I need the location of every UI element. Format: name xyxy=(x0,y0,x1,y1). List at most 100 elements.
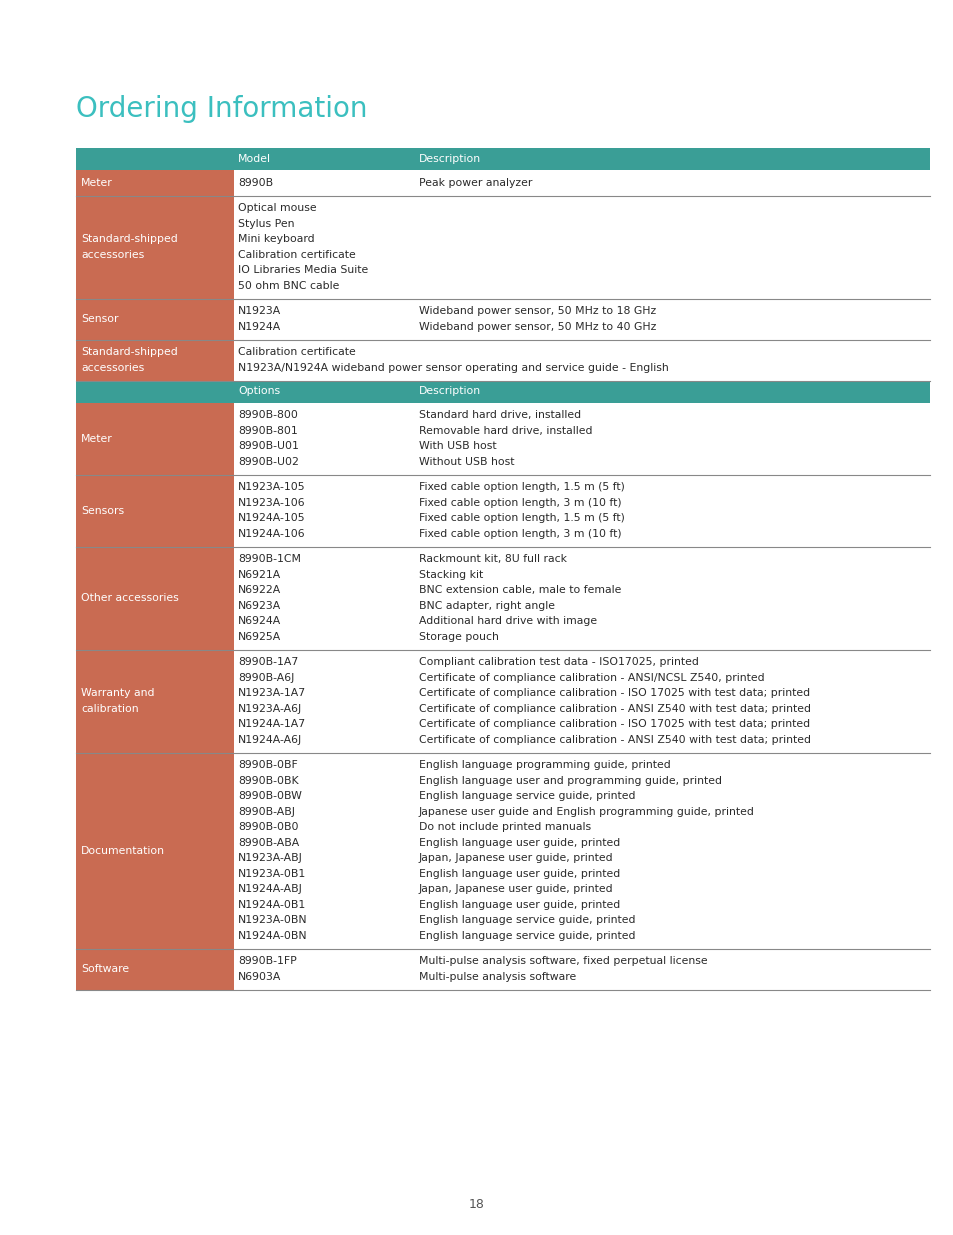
Text: N6922A: N6922A xyxy=(237,585,281,595)
Text: Meter: Meter xyxy=(81,178,112,188)
Bar xyxy=(76,380,929,403)
Text: Software: Software xyxy=(81,965,129,974)
Text: Meter: Meter xyxy=(81,433,112,443)
Text: Fixed cable option length, 1.5 m (5 ft): Fixed cable option length, 1.5 m (5 ft) xyxy=(418,482,624,493)
Text: Peak power analyzer: Peak power analyzer xyxy=(418,178,532,188)
Text: N6903A: N6903A xyxy=(237,972,281,982)
Text: Calibration certificate: Calibration certificate xyxy=(237,347,355,357)
Text: 8990B-0BF: 8990B-0BF xyxy=(237,761,297,771)
Text: BNC adapter, right angle: BNC adapter, right angle xyxy=(418,600,555,611)
Text: Other accessories: Other accessories xyxy=(81,593,178,603)
Text: Documentation: Documentation xyxy=(81,846,165,856)
Text: English language user guide, printed: English language user guide, printed xyxy=(418,900,619,910)
Text: Certificate of compliance calibration - ANSI Z540 with test data; printed: Certificate of compliance calibration - … xyxy=(418,704,810,714)
Text: N1924A-0BN: N1924A-0BN xyxy=(237,931,307,941)
Text: English language service guide, printed: English language service guide, printed xyxy=(418,915,635,925)
Text: Removable hard drive, installed: Removable hard drive, installed xyxy=(418,426,592,436)
Text: Warranty and: Warranty and xyxy=(81,688,154,698)
Text: Certificate of compliance calibration - ANSI Z540 with test data; printed: Certificate of compliance calibration - … xyxy=(418,735,810,745)
Text: Multi-pulse analysis software: Multi-pulse analysis software xyxy=(418,972,576,982)
Text: N6921A: N6921A xyxy=(237,569,281,579)
Text: N1924A-105: N1924A-105 xyxy=(237,514,305,524)
Text: Japanese user guide and English programming guide, printed: Japanese user guide and English programm… xyxy=(418,806,754,816)
Text: 8990B-1CM: 8990B-1CM xyxy=(237,555,301,564)
Text: N1923A-0B1: N1923A-0B1 xyxy=(237,868,306,879)
Text: N1923A-A6J: N1923A-A6J xyxy=(237,704,302,714)
Text: N1924A-1A7: N1924A-1A7 xyxy=(237,719,306,729)
Text: English language programming guide, printed: English language programming guide, prin… xyxy=(418,761,670,771)
Text: N1924A-ABJ: N1924A-ABJ xyxy=(237,884,302,894)
Text: Sensors: Sensors xyxy=(81,505,124,515)
Text: 50 ohm BNC cable: 50 ohm BNC cable xyxy=(237,280,339,290)
Text: 8990B-1A7: 8990B-1A7 xyxy=(237,657,298,667)
Text: accessories: accessories xyxy=(81,363,144,373)
Text: N1923A: N1923A xyxy=(237,306,281,316)
Text: Sensor: Sensor xyxy=(81,314,118,324)
Bar xyxy=(76,752,233,948)
Text: 8990B-ABJ: 8990B-ABJ xyxy=(237,806,294,816)
Text: 8990B-0B0: 8990B-0B0 xyxy=(237,823,298,832)
Bar xyxy=(76,340,233,380)
Text: N1923A-1A7: N1923A-1A7 xyxy=(237,688,306,698)
Text: BNC extension cable, male to female: BNC extension cable, male to female xyxy=(418,585,620,595)
Text: Japan, Japanese user guide, printed: Japan, Japanese user guide, printed xyxy=(418,884,613,894)
Text: Standard-shipped: Standard-shipped xyxy=(81,235,177,245)
Text: N1924A-106: N1924A-106 xyxy=(237,529,305,538)
Bar xyxy=(76,148,929,170)
Text: N6924A: N6924A xyxy=(237,616,281,626)
Text: 8990B-1FP: 8990B-1FP xyxy=(237,956,296,966)
Text: Options: Options xyxy=(237,387,280,396)
Text: accessories: accessories xyxy=(81,249,144,259)
Text: Standard hard drive, installed: Standard hard drive, installed xyxy=(418,410,580,420)
Text: Japan, Japanese user guide, printed: Japan, Japanese user guide, printed xyxy=(418,853,613,863)
Text: N1923A-0BN: N1923A-0BN xyxy=(237,915,307,925)
Text: 8990B-U01: 8990B-U01 xyxy=(237,441,298,451)
Text: N1923A-105: N1923A-105 xyxy=(237,482,305,493)
Text: N1923A-ABJ: N1923A-ABJ xyxy=(237,853,302,863)
Text: Certificate of compliance calibration - ISO 17025 with test data; printed: Certificate of compliance calibration - … xyxy=(418,688,809,698)
Text: 8990B-A6J: 8990B-A6J xyxy=(237,673,294,683)
Text: 8990B-U02: 8990B-U02 xyxy=(237,457,298,467)
Text: Model: Model xyxy=(237,154,271,164)
Text: Fixed cable option length, 3 m (10 ft): Fixed cable option length, 3 m (10 ft) xyxy=(418,529,621,538)
Text: Stylus Pen: Stylus Pen xyxy=(237,219,294,228)
Text: English language user guide, printed: English language user guide, printed xyxy=(418,837,619,847)
Bar xyxy=(76,299,233,340)
Text: Stacking kit: Stacking kit xyxy=(418,569,483,579)
Text: Without USB host: Without USB host xyxy=(418,457,514,467)
Text: Storage pouch: Storage pouch xyxy=(418,632,498,642)
Text: Compliant calibration test data - ISO17025, printed: Compliant calibration test data - ISO170… xyxy=(418,657,699,667)
Text: Standard-shipped: Standard-shipped xyxy=(81,347,177,357)
Text: N1924A: N1924A xyxy=(237,322,281,332)
Text: N6923A: N6923A xyxy=(237,600,281,611)
Bar xyxy=(76,650,233,752)
Text: N6925A: N6925A xyxy=(237,632,281,642)
Text: Certificate of compliance calibration - ANSI/NCSL Z540, printed: Certificate of compliance calibration - … xyxy=(418,673,763,683)
Bar xyxy=(76,948,233,989)
Bar xyxy=(76,170,233,195)
Bar xyxy=(76,403,233,474)
Bar xyxy=(76,474,233,547)
Text: Multi-pulse analysis software, fixed perpetual license: Multi-pulse analysis software, fixed per… xyxy=(418,956,707,966)
Text: 8990B-ABA: 8990B-ABA xyxy=(237,837,299,847)
Text: Fixed cable option length, 3 m (10 ft): Fixed cable option length, 3 m (10 ft) xyxy=(418,498,621,508)
Bar xyxy=(76,195,233,299)
Text: Do not include printed manuals: Do not include printed manuals xyxy=(418,823,591,832)
Text: Optical mouse: Optical mouse xyxy=(237,204,316,214)
Text: 8990B-0BK: 8990B-0BK xyxy=(237,776,298,785)
Text: 8990B-0BW: 8990B-0BW xyxy=(237,792,301,802)
Text: Description: Description xyxy=(418,154,480,164)
Text: English language service guide, printed: English language service guide, printed xyxy=(418,931,635,941)
Text: English language service guide, printed: English language service guide, printed xyxy=(418,792,635,802)
Text: English language user and programming guide, printed: English language user and programming gu… xyxy=(418,776,721,785)
Text: 18: 18 xyxy=(469,1198,484,1212)
Text: calibration: calibration xyxy=(81,704,138,714)
Text: Wideband power sensor, 50 MHz to 40 GHz: Wideband power sensor, 50 MHz to 40 GHz xyxy=(418,322,656,332)
Text: 8990B-800: 8990B-800 xyxy=(237,410,297,420)
Text: Calibration certificate: Calibration certificate xyxy=(237,249,355,259)
Bar xyxy=(76,547,233,650)
Text: Description: Description xyxy=(418,387,480,396)
Text: Additional hard drive with image: Additional hard drive with image xyxy=(418,616,597,626)
Text: 8990B: 8990B xyxy=(237,178,273,188)
Text: With USB host: With USB host xyxy=(418,441,497,451)
